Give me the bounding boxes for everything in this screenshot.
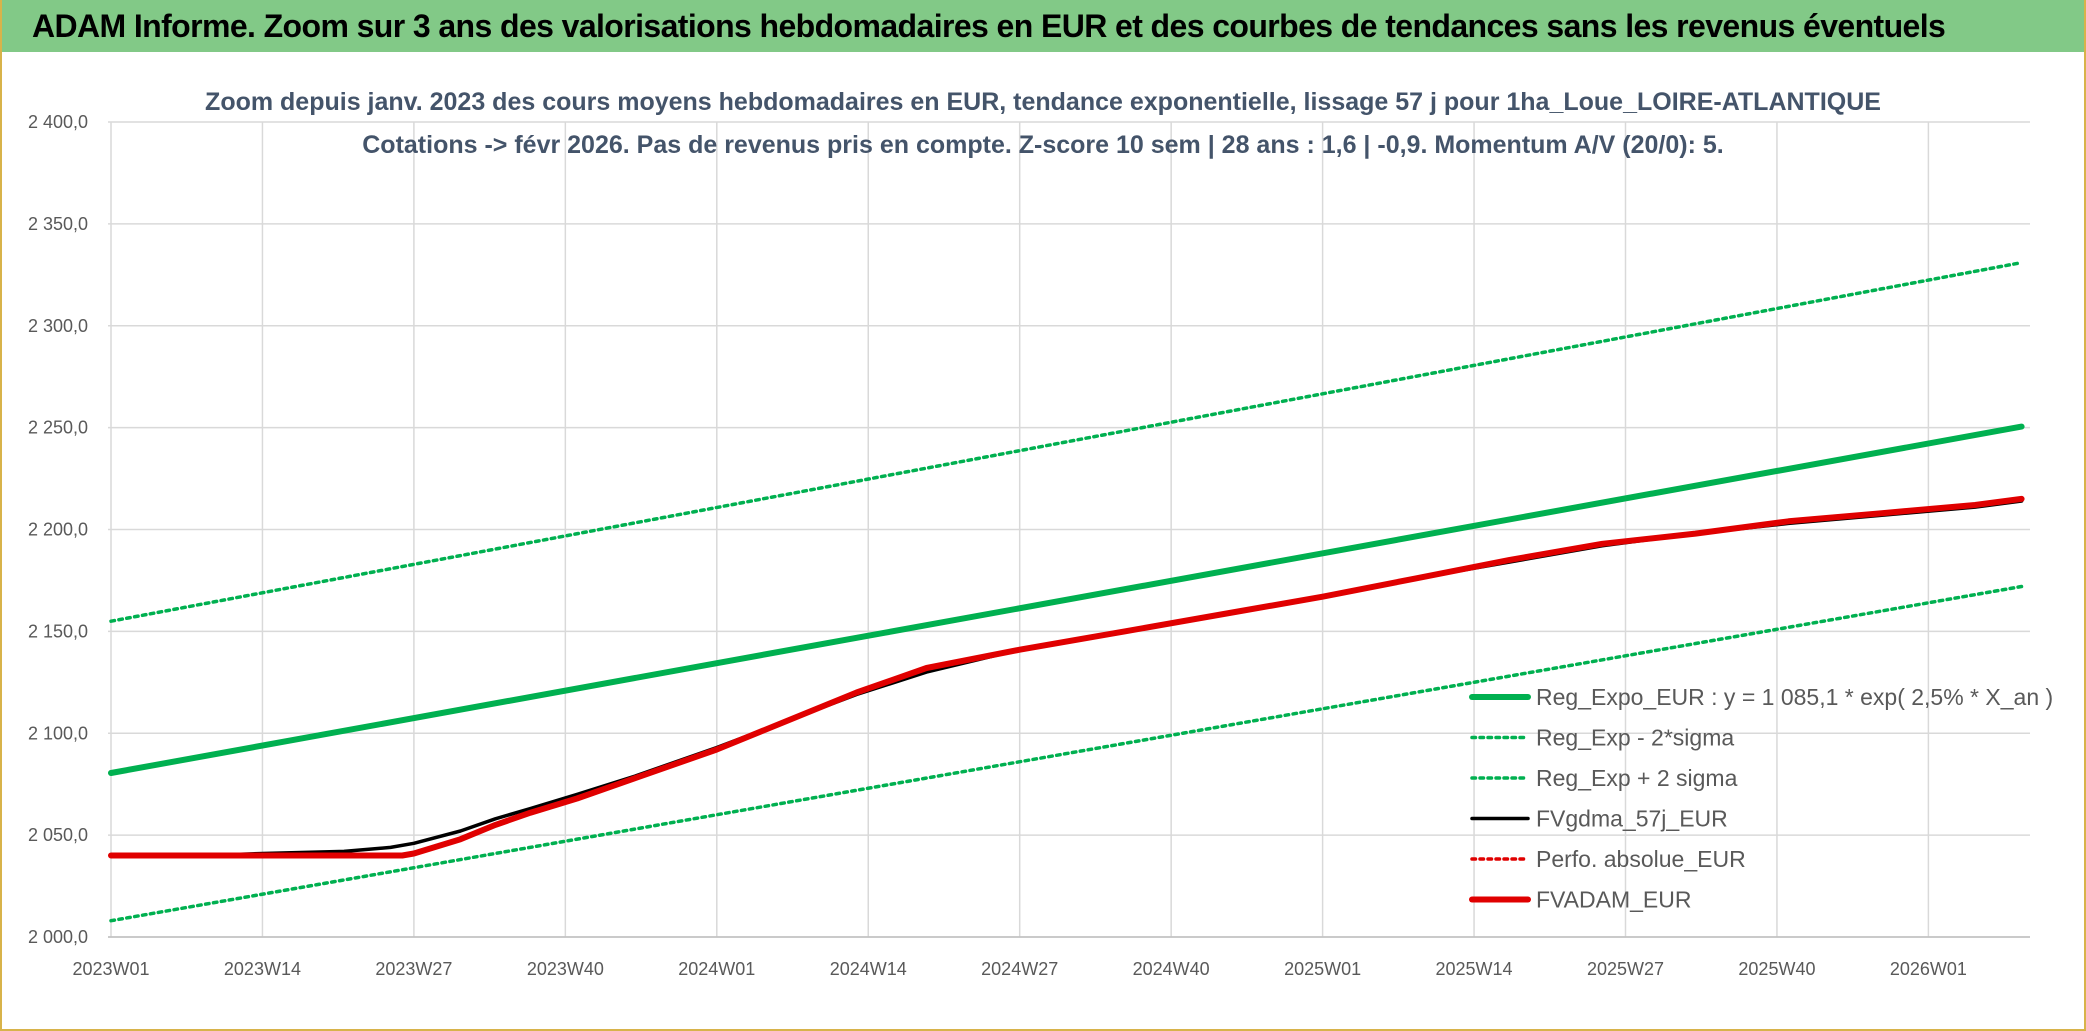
x-tick-label: 2025W14 <box>1436 959 1513 979</box>
x-tick-label: 2024W14 <box>830 959 907 979</box>
x-tick-label: 2023W01 <box>72 959 149 979</box>
x-tick-label: 2025W27 <box>1587 959 1664 979</box>
x-tick-label: 2026W01 <box>1890 959 1967 979</box>
series-line <box>109 260 2024 623</box>
legend-label: Perfo. absolue_EUR <box>1536 846 1746 872</box>
x-tick-label: 2024W27 <box>981 959 1058 979</box>
chart-subtitle: Cotations -> févr 2026. Pas de revenus p… <box>362 131 1723 159</box>
report-title: ADAM Informe. Zoom sur 3 ans des valoris… <box>32 7 1946 44</box>
legend: Reg_Expo_EUR : y = 1 085,1 * exp( 2,5% *… <box>1469 684 2053 913</box>
y-tick-label: 2 200,0 <box>28 520 88 540</box>
y-tick-label: 2 400,0 <box>28 112 88 132</box>
x-tick-label: 2025W40 <box>1738 959 1815 979</box>
series <box>108 260 2025 923</box>
legend-label: Reg_Exp - 2*sigma <box>1536 725 1734 751</box>
legend-label: FVADAM_EUR <box>1536 887 1692 913</box>
y-tick-label: 2 050,0 <box>28 825 88 845</box>
chart-title: Zoom depuis janv. 2023 des cours moyens … <box>205 88 1881 116</box>
series-line <box>109 499 2024 858</box>
y-tick-label: 2 150,0 <box>28 621 88 641</box>
x-tick-label: 2023W40 <box>527 959 604 979</box>
y-tick-label: 2 300,0 <box>28 316 88 336</box>
y-tick-label: 2 100,0 <box>28 723 88 743</box>
y-tick-label: 2 250,0 <box>28 418 88 438</box>
legend-label: FVgdma_57j_EUR <box>1536 806 1728 832</box>
grid: 2 000,0 2 050,0 2 100,0 2 150,0 2 200,0 2 250… <box>28 112 2030 979</box>
y-tick-label: 2 350,0 <box>28 214 88 234</box>
x-tick-label: 2024W40 <box>1133 959 1210 979</box>
legend-label: Reg_Exp + 2 sigma <box>1536 765 1738 791</box>
series-line <box>108 495 2025 859</box>
report-header: ADAM Informe. Zoom sur 3 ans des valoris… <box>2 0 2084 52</box>
y-tick-label: 2 000,0 <box>28 927 88 947</box>
series-line <box>108 423 2025 776</box>
series-line <box>109 584 2024 923</box>
x-tick-label: 2024W01 <box>678 959 755 979</box>
x-tick-label: 2025W01 <box>1284 959 1361 979</box>
legend-label: Reg_Expo_EUR : y = 1 085,1 * exp( 2,5% *… <box>1536 684 2053 710</box>
x-tick-label: 2023W27 <box>375 959 452 979</box>
x-tick-label: 2023W14 <box>224 959 301 979</box>
